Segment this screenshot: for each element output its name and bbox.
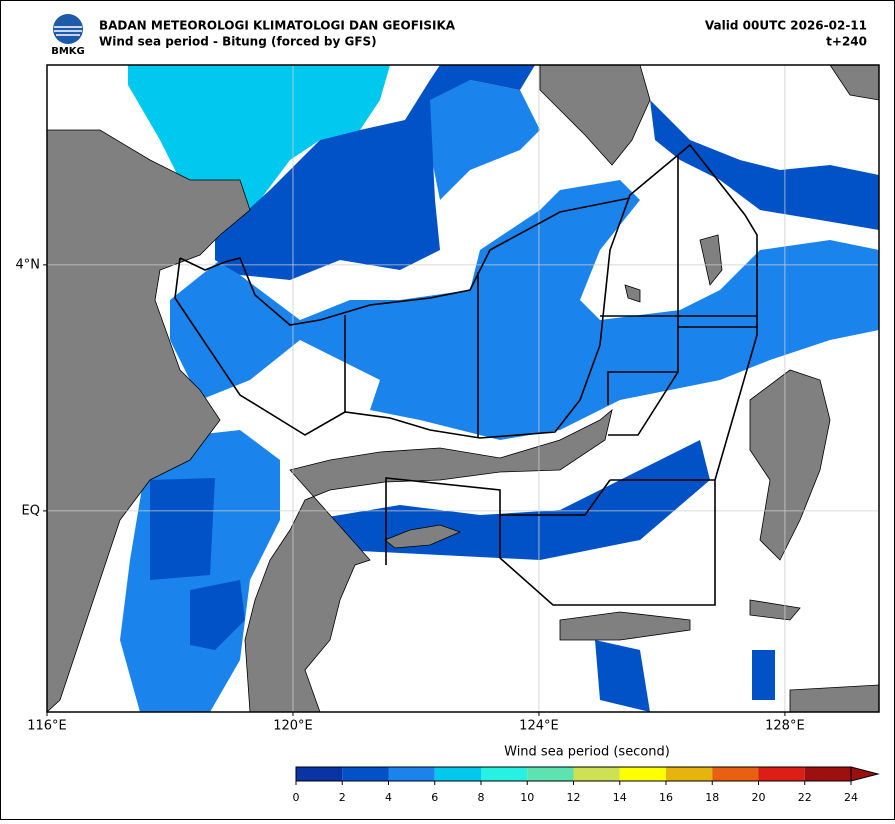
colorbar-segment [481,767,528,781]
colorbar-tick-label: 2 [339,791,346,804]
axes: 116°E 120°E 124°E 128°E EQ 4°N [16,257,805,733]
colorbar: 0 2 4 6 8 10 12 14 16 18 20 22 24 [293,766,880,804]
colorbar-tick-label: 22 [798,791,812,804]
colorbar-tick-label: 8 [478,791,485,804]
x-tick-label: 120°E [273,719,313,734]
colorbar-segment [342,767,389,781]
colorbar-segment [758,767,805,781]
y-tick-label: 4°N [16,257,41,272]
colorbar-tick-label: 6 [431,791,438,804]
colorbar-tick-label: 12 [567,791,581,804]
colorbar-tick-label: 16 [659,791,673,804]
colorbar-segment [434,767,481,781]
colorbar-tick-label: 18 [705,791,719,804]
colorbar-tick-label: 24 [844,791,858,804]
colorbar-segment [388,767,435,781]
y-tick-label: EQ [22,503,40,518]
lead-time: t+240 [826,35,867,49]
colorbar-segment [804,767,851,781]
colorbar-tick-label: 0 [293,791,300,804]
logo: BMKG [51,14,85,57]
colorbar-segment [666,767,713,781]
colorbar-tick-label: 10 [520,791,534,804]
region-boundaries [174,143,758,606]
colorbar-label: Wind sea period (second) [504,745,670,760]
x-tick-label: 128°E [765,719,805,734]
colorbar-segment [619,767,666,781]
colorbar-tick-label: 20 [752,791,766,804]
colorbar-segment [573,767,620,781]
map [47,65,879,712]
logo-text: BMKG [51,46,85,57]
subtitle: Wind sea period - Bitung (forced by GFS) [99,35,377,49]
map-frame [46,64,880,713]
agency: BADAN METEOROLOGI KLIMATOLOGI DAN GEOFIS… [99,19,456,33]
colorbar-tick-label: 4 [385,791,392,804]
colorbar-segment [712,767,759,781]
field [120,65,879,712]
colorbar-segment [296,767,343,781]
valid-time: Valid 00UTC 2026-02-11 [705,19,867,33]
x-tick-label: 124°E [519,719,559,734]
colorbar-tick-label: 14 [613,791,627,804]
land [47,65,879,712]
x-tick-label: 116°E [27,719,67,734]
colorbar-segment [527,767,574,781]
grid [47,65,879,712]
